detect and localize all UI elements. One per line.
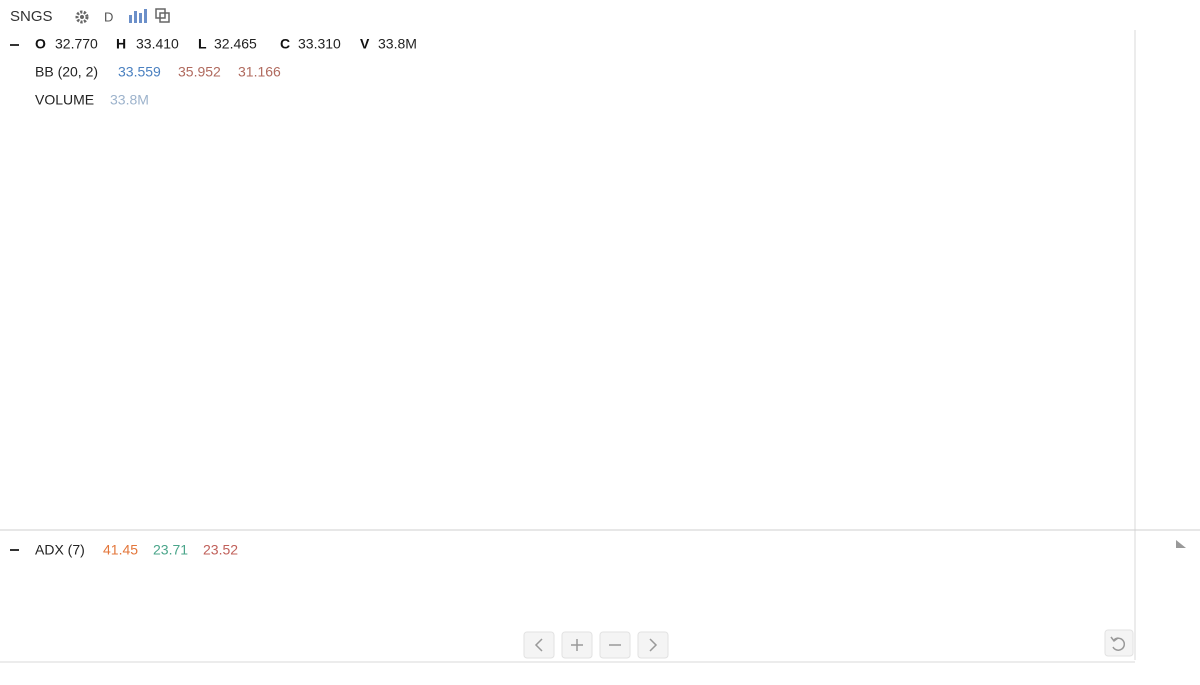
adx-value: 23.52 [203,542,238,558]
bb-value: 31.166 [238,64,281,80]
legend-value: 33.310 [298,36,341,52]
legend-value: 33.410 [136,36,179,52]
legend-value: 33.8M [378,36,417,52]
adx-value: 41.45 [103,542,138,558]
adx-value: 23.71 [153,542,188,558]
legend-key: L [198,36,207,52]
legend-key: V [360,36,370,52]
nav-right[interactable] [637,631,669,659]
legend-value: 32.770 [55,36,98,52]
legend-value: 32.465 [214,36,257,52]
collapse-icon[interactable] [10,549,19,551]
nav-zoom-out[interactable] [599,631,631,659]
nav-zoom-in[interactable] [561,631,593,659]
bb-value: 35.952 [178,64,221,80]
chart-type-icon[interactable] [129,9,147,23]
adx-legend: ADX (7) [35,542,85,558]
legend-key: O [35,36,46,52]
reset-button[interactable] [1104,629,1134,657]
collapse-icon[interactable] [10,44,19,46]
compare-icon[interactable] [155,8,170,23]
legend-key: C [280,36,290,52]
interval[interactable]: D [104,9,113,24]
bb-legend: BB (20, 2) [35,64,98,80]
volume-legend: VOLUME [35,92,94,108]
nav-left[interactable] [523,631,555,659]
symbol[interactable]: SNGS [10,8,53,25]
legend-key: H [116,36,126,52]
settings-icon[interactable] [75,10,89,24]
settings-corner[interactable] [1176,540,1186,548]
bb-value: 33.559 [118,64,161,80]
volume-value: 33.8M [110,92,149,108]
